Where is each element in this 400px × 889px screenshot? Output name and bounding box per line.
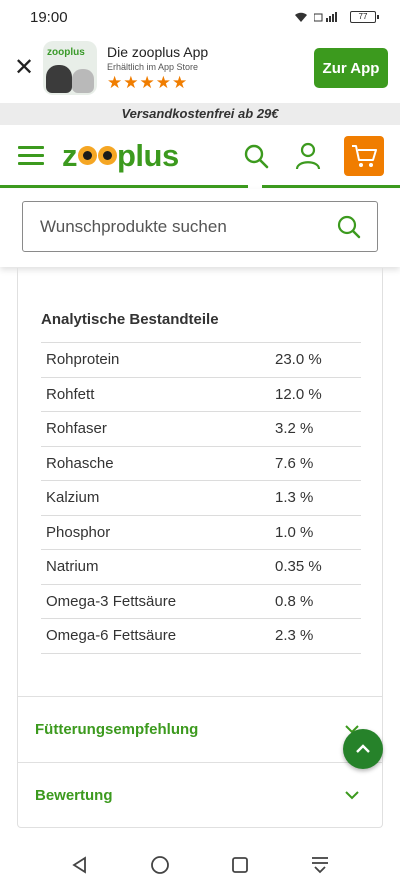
system-nav-bar xyxy=(0,840,400,889)
app-banner: ✕ zooplus Die zooplus App Erhältlich im … xyxy=(0,34,400,102)
home-icon[interactable] xyxy=(145,850,175,880)
accordion-feeding-recommendation[interactable]: Fütterungsempfehlung xyxy=(18,697,382,761)
logo-text-end: plus xyxy=(117,137,179,173)
chevron-down-icon xyxy=(342,785,362,805)
wifi-icon xyxy=(295,12,307,22)
app-logo-text: zooplus xyxy=(47,47,85,58)
table-row: Rohasche 7.6 % xyxy=(41,446,361,481)
status-bar: 19:00 77 xyxy=(0,0,400,34)
promo-strip: Versandkostenfrei ab 29€ xyxy=(0,103,400,125)
accordion-label: Bewertung xyxy=(35,786,113,804)
zooplus-logo[interactable]: z plus xyxy=(62,138,179,174)
table-row: Omega-6 Fettsäure 2.3 % xyxy=(41,618,361,653)
banner-title: Die zooplus App xyxy=(107,43,209,60)
nutrient-value: 23.0 % xyxy=(275,351,322,369)
nutrient-value: 12.0 % xyxy=(275,385,322,403)
status-time: 19:00 xyxy=(30,8,68,26)
search-icon[interactable] xyxy=(240,140,272,172)
rating-stars: ★★★★★ xyxy=(107,72,189,92)
search-input[interactable] xyxy=(23,216,329,237)
recent-apps-icon[interactable] xyxy=(225,850,255,880)
analysis-title: Analytische Bestandteile xyxy=(41,311,219,328)
nutrient-value: 7.6 % xyxy=(275,454,314,472)
app-logo: zooplus xyxy=(43,41,97,95)
header-icons xyxy=(240,135,384,176)
nutrient-value: 0.35 % xyxy=(275,558,322,576)
banner-info: Die zooplus App Erhältlich im App Store … xyxy=(107,44,314,93)
nutrient-value: 1.3 % xyxy=(275,489,314,507)
table-row: Rohfett 12.0 % xyxy=(41,377,361,412)
back-icon[interactable] xyxy=(65,850,95,880)
cart-icon[interactable] xyxy=(344,135,384,176)
nutrient-value: 0.8 % xyxy=(275,592,314,610)
status-icons: 77 xyxy=(294,11,379,23)
product-info-card: Analytische Bestandteile Rohprotein 23.0 … xyxy=(17,268,383,828)
table-row: Omega-3 Fettsäure 0.8 % xyxy=(41,584,361,619)
nutrient-name: Rohfett xyxy=(46,385,95,403)
logo-text-start: z xyxy=(62,137,78,173)
divider xyxy=(18,696,382,697)
nutrient-name: Phosphor xyxy=(46,523,111,541)
search-submit-icon[interactable] xyxy=(329,207,369,247)
accordion-label: Fütterungsempfehlung xyxy=(35,720,199,738)
site-header: z plus xyxy=(0,126,400,188)
nutrient-value: 1.0 % xyxy=(275,523,314,541)
nutrient-name: Rohfaser xyxy=(46,420,107,438)
nutrient-value: 2.3 % xyxy=(275,627,314,645)
nutrient-name: Kalzium xyxy=(46,489,100,507)
cat-image xyxy=(72,69,94,93)
nutrient-name: Rohprotein xyxy=(46,351,120,369)
close-icon[interactable]: ✕ xyxy=(14,54,35,81)
accordion-rating[interactable]: Bewertung xyxy=(18,763,382,827)
table-row: Rohprotein 23.0 % xyxy=(41,342,361,378)
divider xyxy=(18,762,382,763)
table-row: Kalzium 1.3 % xyxy=(41,480,361,516)
chevron-up-icon xyxy=(356,744,370,753)
nutrient-value: 3.2 % xyxy=(275,420,314,438)
header-notch xyxy=(248,185,262,191)
user-icon[interactable] xyxy=(292,140,324,172)
menu-icon[interactable] xyxy=(18,141,44,170)
open-app-button[interactable]: Zur App xyxy=(314,48,388,88)
nutrient-name: Omega-3 Fettsäure xyxy=(46,592,177,610)
table-row: Phosphor 1.0 % xyxy=(41,515,361,550)
logo-eye xyxy=(77,146,97,165)
nutrient-name: Natrium xyxy=(46,558,99,576)
banner-subtitle: Erhältlich im App Store xyxy=(107,61,199,72)
table-row: Natrium 0.35 % xyxy=(41,549,361,585)
nutrient-name: Omega-6 Fettsäure xyxy=(46,627,177,645)
nutrient-name: Rohasche xyxy=(46,454,114,472)
battery-icon: 77 xyxy=(350,11,379,23)
signal-icon xyxy=(314,11,337,22)
notification-drawer-icon[interactable] xyxy=(305,850,335,880)
logo-eye xyxy=(97,146,117,165)
dog-image xyxy=(46,65,72,93)
table-row: Rohfaser 3.2 % xyxy=(41,411,361,447)
search-box xyxy=(22,201,378,252)
analysis-table: Rohprotein 23.0 % Rohfett 12.0 % Rohfaser 3.2… xyxy=(41,342,361,654)
search-section xyxy=(0,189,400,267)
scroll-to-top-button[interactable] xyxy=(343,729,383,769)
